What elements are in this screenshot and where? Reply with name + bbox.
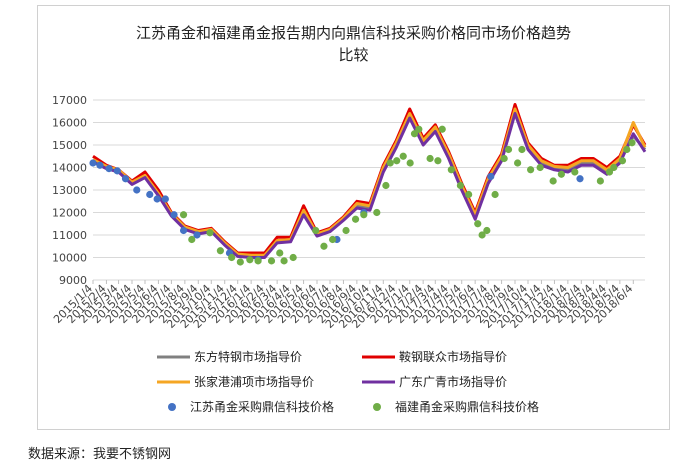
data-point	[605, 168, 614, 176]
data-point	[628, 139, 636, 147]
data-point	[161, 195, 169, 203]
data-point	[610, 163, 618, 172]
data-point	[360, 211, 368, 219]
data-point	[623, 145, 631, 154]
data-point	[351, 215, 360, 223]
data-point	[113, 167, 121, 175]
legend-label: 东方特钢市场指导价	[194, 349, 302, 364]
data-point	[289, 253, 297, 262]
series-line	[92, 103, 647, 255]
data-point	[236, 258, 244, 266]
source-note: 数据来源：我要不锈钢网	[28, 447, 172, 462]
x-axis: 2015/1/42015/2/42015/3/42015/4/42015/5/4…	[51, 280, 635, 331]
data-point	[121, 175, 130, 183]
data-point	[188, 235, 196, 244]
data-point	[465, 190, 473, 199]
data-point	[557, 170, 565, 178]
data-point	[415, 125, 423, 133]
y-axis: 9000 10000 11000 12000 13000 14000 15000 16000 1…	[52, 94, 87, 287]
y-tick-label: 15000	[52, 139, 87, 152]
data-point	[618, 157, 627, 165]
legend-swatch	[373, 403, 381, 411]
y-tick-label: 10000	[52, 252, 87, 265]
gridlines	[93, 99, 645, 281]
data-point	[434, 157, 442, 165]
data-point	[576, 175, 584, 183]
legend-label: 福建甬金采购鼎信科技价格	[395, 399, 539, 414]
legend-label: 广东广青市场指导价	[399, 374, 507, 389]
data-point	[478, 231, 486, 239]
data-point	[438, 125, 446, 133]
legend-label: 江苏甬金采购鼎信科技价格	[190, 399, 334, 414]
y-tick-label: 12000	[52, 207, 87, 220]
data-point	[329, 235, 337, 244]
data-point	[216, 247, 224, 255]
legend-label: 鞍钢联众市场指导价	[399, 349, 507, 364]
series-line	[92, 107, 647, 257]
data-point	[386, 159, 394, 167]
data-point	[514, 159, 522, 167]
data-point	[474, 220, 482, 228]
data-point	[504, 145, 513, 154]
data-point	[549, 177, 557, 185]
data-point	[96, 161, 104, 169]
y-tick-label: 9000	[59, 274, 87, 287]
y-tick-label: 13000	[52, 184, 87, 197]
data-point	[426, 154, 434, 163]
series-points	[89, 125, 636, 266]
legend-swatch	[168, 403, 176, 411]
chart-title: 江苏甬金和福建甬金报告期内向鼎信科技采购价格同市场价格趋势	[135, 24, 571, 42]
data-point	[487, 172, 495, 181]
data-point	[382, 181, 390, 190]
data-point	[456, 181, 465, 190]
y-tick-label: 11000	[52, 229, 87, 242]
data-point	[373, 208, 381, 217]
data-point	[312, 226, 320, 235]
y-tick-label: 14000	[52, 162, 87, 175]
data-point	[447, 166, 455, 174]
chart-title-line2: 比较	[338, 46, 369, 64]
data-point	[254, 257, 262, 265]
data-point	[527, 166, 535, 174]
data-point	[536, 163, 544, 172]
series-line	[92, 112, 647, 259]
data-point	[491, 190, 499, 199]
data-point	[170, 211, 178, 219]
data-point	[153, 195, 161, 203]
data-point	[193, 231, 201, 239]
data-point	[410, 130, 419, 138]
data-point	[571, 168, 579, 176]
data-point	[105, 165, 113, 173]
data-point	[406, 159, 414, 167]
data-point	[280, 257, 288, 265]
data-point	[596, 177, 604, 185]
data-point	[393, 157, 401, 165]
data-point	[267, 257, 276, 265]
data-point	[146, 190, 154, 199]
data-point	[399, 152, 407, 160]
data-point	[518, 145, 526, 154]
data-point	[246, 256, 254, 264]
data-point	[228, 253, 236, 262]
data-point	[179, 226, 188, 235]
data-point	[206, 229, 214, 237]
data-point	[320, 242, 328, 250]
data-point	[500, 154, 508, 163]
y-tick-label: 17000	[52, 94, 87, 107]
data-point	[483, 226, 491, 235]
data-point	[179, 211, 188, 219]
data-point	[89, 159, 97, 167]
y-tick-label: 16000	[52, 117, 87, 130]
data-point	[276, 249, 284, 257]
legend-label: 张家港浦项市场指导价	[194, 374, 314, 389]
data-point	[342, 226, 350, 235]
data-point	[133, 186, 141, 194]
